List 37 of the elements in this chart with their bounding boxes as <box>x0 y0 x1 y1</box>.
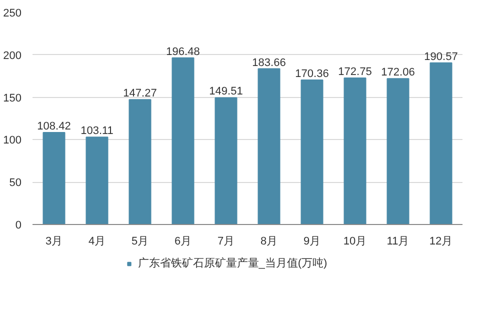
bar <box>430 62 452 224</box>
bar <box>258 68 280 224</box>
data-label: 170.36 <box>295 68 329 80</box>
bar <box>128 99 152 224</box>
x-tick-label: 11月 <box>386 236 410 248</box>
data-label: 149.51 <box>209 86 243 98</box>
bar <box>86 136 108 224</box>
bar <box>300 80 324 224</box>
y-tick-label: 100 <box>3 134 22 147</box>
y-tick-label: 250 <box>3 8 22 20</box>
x-tick-label: 4月 <box>88 236 106 248</box>
x-tick-label: 9月 <box>303 236 321 248</box>
x-tick-label: 5月 <box>131 236 149 248</box>
x-tick-label: 6月 <box>174 236 192 248</box>
data-label: 172.75 <box>338 66 372 78</box>
x-tick-label: 12月 <box>429 236 453 248</box>
bar <box>172 57 194 224</box>
data-label: 183.66 <box>252 56 286 69</box>
x-tick-label: 3月 <box>45 236 63 248</box>
bar <box>42 132 66 224</box>
y-tick-label: 200 <box>3 50 22 62</box>
data-label: 172.06 <box>381 66 415 79</box>
data-label: 103.11 <box>80 125 114 138</box>
legend-label: 广东省铁矿石原矿量产量_当月值(万吨) <box>138 256 328 270</box>
x-tick-label: 10月 <box>343 236 367 248</box>
bar <box>344 78 366 224</box>
y-tick-label: 50 <box>9 177 22 190</box>
y-tick-label: 0 <box>15 220 22 232</box>
x-tick-label: 8月 <box>260 236 278 248</box>
data-label: 147.27 <box>123 88 157 100</box>
data-label: 196.48 <box>166 46 200 58</box>
bar <box>386 78 410 224</box>
x-tick-label: 7月 <box>217 236 235 248</box>
bar <box>214 97 238 224</box>
data-label: 108.42 <box>37 120 71 133</box>
y-tick-label: 150 <box>3 92 22 104</box>
data-label: 190.57 <box>424 50 458 63</box>
